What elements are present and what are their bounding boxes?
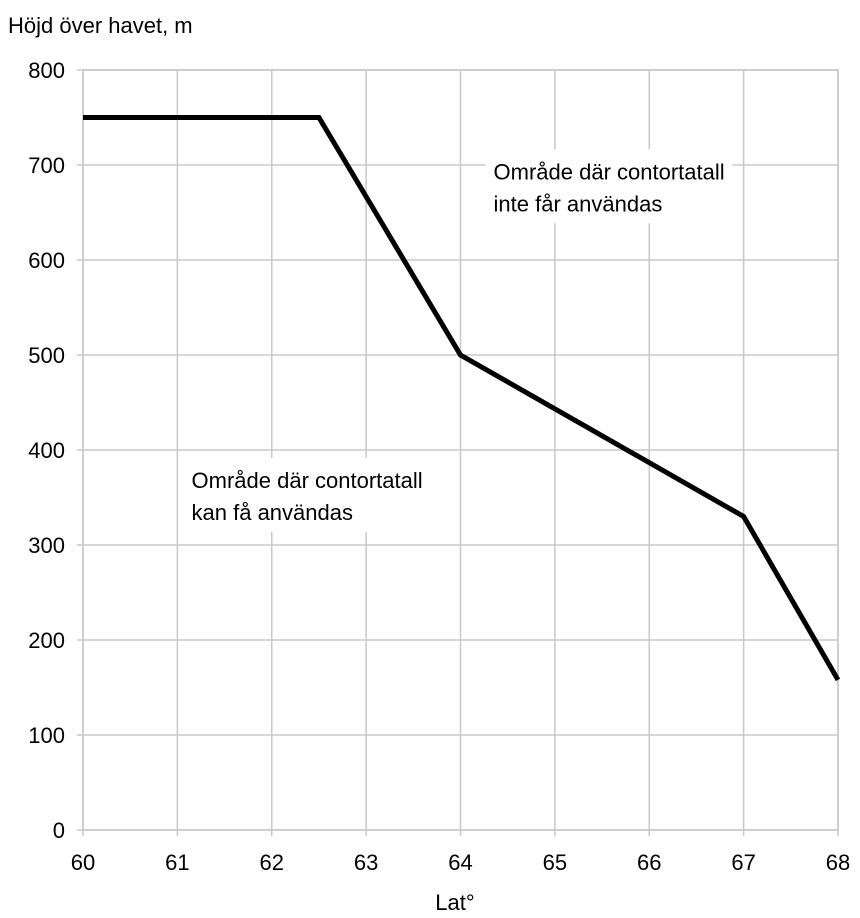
x-tick-label: 64 — [448, 850, 472, 875]
annotation-line: inte får användas — [494, 191, 663, 216]
y-tick-label: 100 — [28, 723, 65, 748]
annotation-background — [183, 458, 431, 532]
x-tick-labels: 60 61 62 63 64 65 66 67 68 — [71, 850, 850, 875]
annotation-line: Område där contortatall — [494, 159, 725, 184]
x-tick-label: 66 — [637, 850, 661, 875]
y-tick-labels: 800 700 600 500 400 300 200 100 0 — [28, 58, 65, 843]
x-tick-label: 68 — [826, 850, 850, 875]
x-tick-label: 60 — [71, 850, 95, 875]
series-line — [83, 115, 841, 682]
y-tick-label: 600 — [28, 248, 65, 273]
x-tick-label: 62 — [260, 850, 284, 875]
y-tick-label: 500 — [28, 343, 65, 368]
y-tick-label: 300 — [28, 533, 65, 558]
y-tick-label: 800 — [28, 58, 65, 83]
annotation-line: Område där contortatall — [192, 468, 423, 493]
x-tick-label: 61 — [165, 850, 189, 875]
annotation: Område där contortatall inte får användas — [485, 149, 733, 224]
annotation-background — [485, 149, 733, 224]
y-tick-label: 200 — [28, 628, 65, 653]
y-axis-title: Höjd över havet, m — [8, 13, 193, 38]
x-axis-title: Lat° — [435, 890, 474, 915]
annotations: Område där contortatall inte får användas… — [183, 149, 733, 532]
x-tick-label: 63 — [354, 850, 378, 875]
x-tick-label: 65 — [543, 850, 567, 875]
y-tick-label: 400 — [28, 438, 65, 463]
y-tick-label: 700 — [28, 153, 65, 178]
y-tick-label: 0 — [53, 818, 65, 843]
annotation: Område där contortatall kan få användas — [183, 458, 431, 532]
series — [83, 115, 841, 682]
plot-frame — [82, 69, 839, 831]
x-tick-label: 67 — [731, 850, 755, 875]
annotation-line: kan få användas — [192, 500, 353, 525]
